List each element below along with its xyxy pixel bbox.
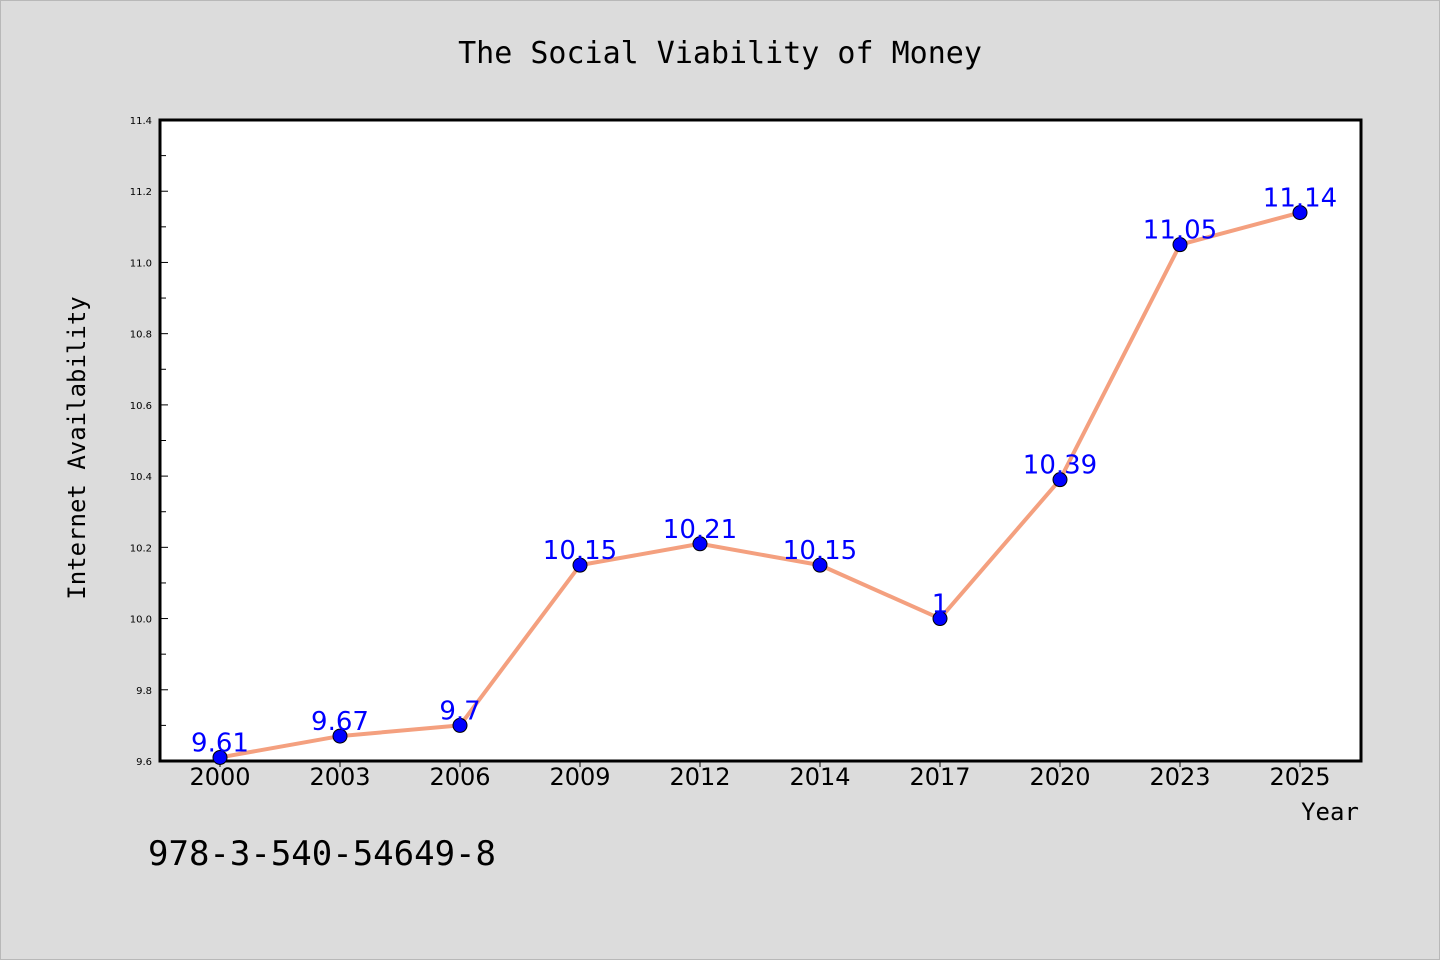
data-label: 11.14 xyxy=(1263,184,1337,214)
x-tick-label: 2023 xyxy=(1149,763,1210,791)
x-tick-label: 2025 xyxy=(1269,763,1330,791)
data-label: 10.15 xyxy=(783,536,857,566)
y-tick-label: 9.8 xyxy=(136,686,152,697)
data-point xyxy=(1172,237,1188,253)
data-point xyxy=(1052,472,1068,488)
x-tick-label: 2017 xyxy=(909,763,970,791)
x-tick-label: 2006 xyxy=(429,763,490,791)
data-label: 9.7 xyxy=(439,696,480,726)
x-tick-label: 2003 xyxy=(309,763,370,791)
x-tick-label: 2014 xyxy=(789,763,850,791)
data-label: 10.15 xyxy=(543,536,617,566)
y-tick-label: 11.4 xyxy=(130,116,152,127)
x-tick-label: 2000 xyxy=(189,763,250,791)
data-label: 1 xyxy=(932,590,949,620)
y-tick-label: 11.2 xyxy=(130,187,152,198)
series-line xyxy=(219,210,1301,760)
y-axis-label: Internet Availability xyxy=(63,296,91,599)
y-tick-label: 10.4 xyxy=(130,472,152,483)
data-label: 10.39 xyxy=(1023,451,1097,481)
y-tick-label: 10.8 xyxy=(130,330,152,341)
y-tick-label: 10.6 xyxy=(130,401,152,412)
data-point xyxy=(932,611,948,627)
chart-title: The Social Viability of Money xyxy=(458,36,982,71)
data-label: 11.05 xyxy=(1143,216,1217,246)
x-axis: 2000 2003 2006 2009 2012 2014 2017 2020 2023 2025 xyxy=(189,761,1331,791)
plot-area xyxy=(158,118,1363,763)
y-tick-label: 9.6 xyxy=(136,757,152,768)
series-group: 9.61 9.67 9.7 10.15 10.21 10.15 1 10.39 11.05 11.… xyxy=(191,184,1337,765)
data-label: 9.61 xyxy=(191,728,249,758)
y-tick-label: 11.0 xyxy=(130,258,152,269)
data-point xyxy=(332,728,348,744)
y-tick-label: 10.2 xyxy=(130,543,152,554)
isbn-footnote: 978-3-540-54649-8 xyxy=(148,834,496,874)
x-tick-label: 2020 xyxy=(1029,763,1090,791)
data-label: 10.21 xyxy=(663,515,737,545)
y-tick-label: 10.0 xyxy=(130,615,152,626)
x-axis-label: Year xyxy=(1301,798,1359,826)
data-label: 9.67 xyxy=(311,707,369,737)
data-point xyxy=(212,749,228,765)
data-point xyxy=(572,557,588,573)
data-point xyxy=(812,557,828,573)
data-point xyxy=(452,717,468,733)
x-tick-label: 2009 xyxy=(549,763,610,791)
x-tick-label: 2012 xyxy=(669,763,730,791)
data-point xyxy=(692,536,708,552)
data-point xyxy=(1292,205,1308,221)
y-axis: 9.6 9.8 10.0 10.2 10.4 10.6 10.8 11.0 11.2 11.4 xyxy=(130,116,168,768)
